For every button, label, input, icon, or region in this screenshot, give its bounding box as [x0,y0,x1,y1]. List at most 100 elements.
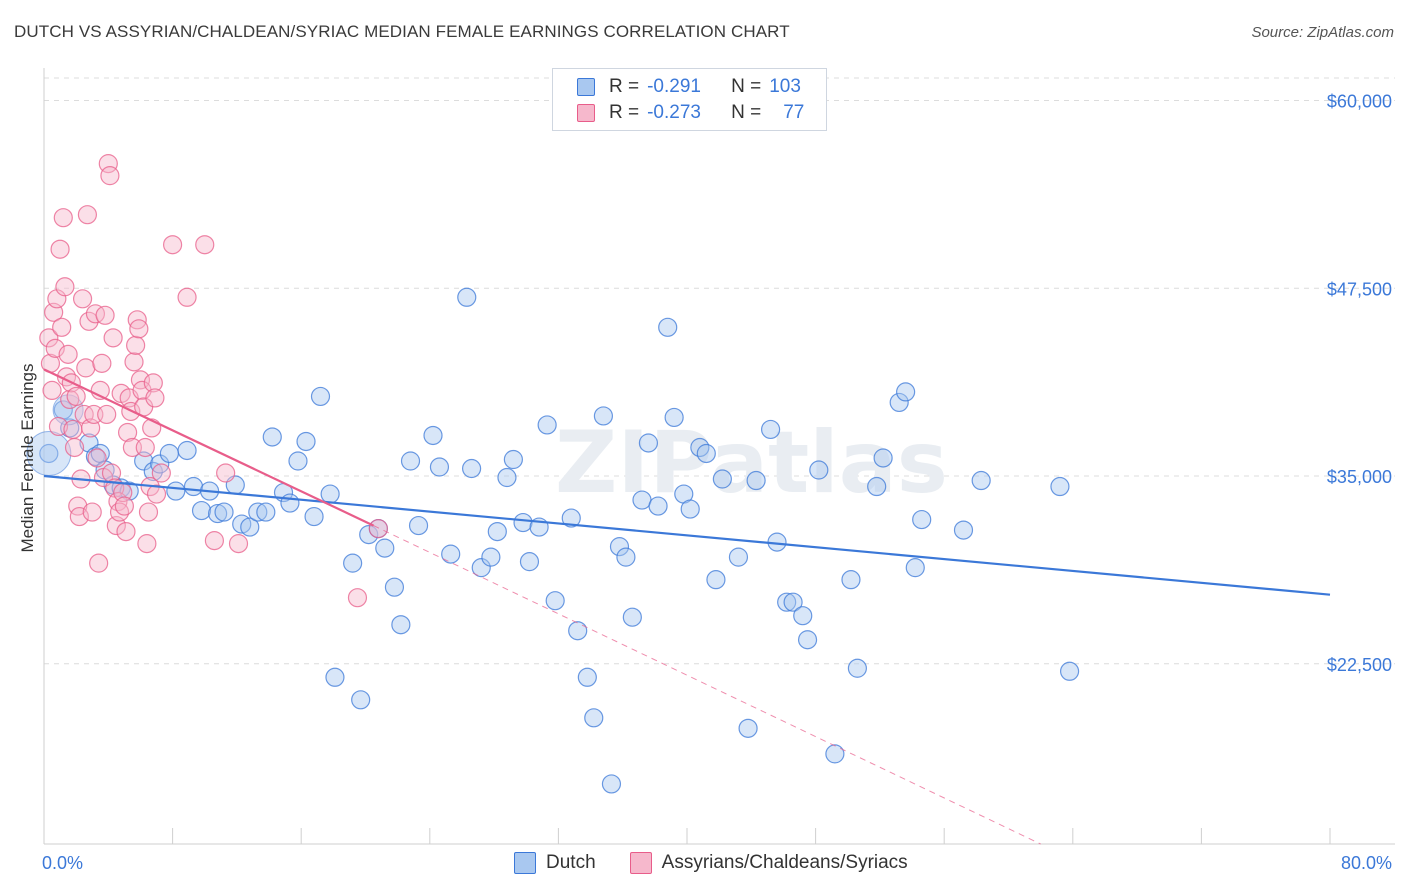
dutch-trend-line [43,474,1331,596]
dutch-point [746,470,766,491]
dutch-point [728,547,749,567]
assyrian-point [126,335,146,355]
dutch-points [26,287,1080,794]
dutch-point [400,451,421,471]
legend-row-dutch: R = -0.291 N = 103 [577,75,801,99]
series-legend-assyrian[interactable]: Assyrians/Chaldeans/Syriacs [629,852,908,874]
legend-swatch-dutch [577,78,595,96]
dutch-point [889,392,909,413]
dutch-point [568,621,588,641]
assyrian-trend-extension [373,525,1041,845]
legend-n-label: N = [731,102,762,123]
assyrian-point [72,289,93,309]
assyrian-point [368,518,388,539]
assyrian-point [151,463,171,483]
dutch-point [441,544,461,564]
correlation-legend: R = -0.291 N = 103 R = -0.273 N = 77 [552,68,827,131]
dutch-point [384,577,405,597]
dutch-point [296,431,316,452]
assyrian-point [92,353,112,373]
assyrian-point [77,205,98,225]
assyrian-point [42,380,62,401]
assyrian-point [64,437,85,458]
assyrian-point [89,553,109,573]
assyrian-point [87,448,107,468]
assyrian-point [58,344,78,364]
dutch-point [513,512,533,533]
series-legend-dutch[interactable]: Dutch [514,852,596,874]
dutch-point [797,630,818,650]
dutch-point [240,517,260,537]
dutch-point [351,690,371,710]
dutch-point [503,449,523,470]
assyrian-point [116,521,136,542]
assyrian-point [129,319,149,339]
dutch-point [809,460,829,480]
dutch-point [39,443,59,464]
dutch-point [143,461,163,482]
dutch-point [487,521,507,542]
dutch-point [256,502,276,522]
assyrian-point [103,328,123,348]
assyrian-point [117,422,138,443]
dutch-point [471,558,491,578]
assyrian-point [143,373,163,393]
x-tick-label: 0.0% [42,853,83,873]
dutch-point [664,407,684,428]
dutch-point [1059,661,1080,681]
dutch-point [601,774,622,794]
dutch-point [616,547,636,567]
trend-lines [43,368,1331,845]
dutch-point [622,607,642,627]
assyrian-point [52,317,72,337]
assyrian-point [163,235,183,255]
assyrian-point [85,304,106,324]
source-label: Source: ZipAtlas.com [1251,24,1394,41]
dutch-point [497,467,517,488]
assyrian-point [204,531,224,551]
assyrian-point [100,166,120,186]
dutch-point [423,425,443,446]
series-swatch-dutch [514,852,536,874]
dutch-point [248,502,268,522]
assyrian-point [135,437,155,458]
dutch-point [429,457,450,477]
dutch-point [375,538,395,558]
assyrian-point [146,484,167,504]
tick-labels: $22,500 $35,000 $47,500 $60,000 0.0% 80.0% Med… [18,92,1392,873]
assyrian-point [63,419,83,440]
assyrian-point [137,534,157,554]
legend-n-label: N = [731,76,762,97]
dutch-point [777,592,797,612]
dutch-point [593,406,614,426]
dutch-point [706,570,726,590]
dutch-point [280,493,300,513]
dutch-point [896,382,916,402]
dutch-point [166,481,186,501]
dutch-point [343,553,363,573]
y-tick-label: $35,000 [1327,467,1392,487]
dutch-point [408,515,429,536]
dutch-point [461,458,482,479]
dutch-point [262,427,282,447]
chart-title: DUTCH VS ASSYRIAN/CHALDEAN/SYRIAC MEDIAN… [14,22,790,41]
assyrian-point [138,502,159,522]
dutch-point [971,470,991,491]
dutch-point [912,509,932,530]
dutch-point [208,503,228,524]
dutch-point [632,490,652,510]
legend-n-value: 77 [783,102,805,123]
assyrian-point [97,404,117,425]
assyrian-point [124,352,144,372]
dutch-point [648,496,668,516]
dutch-point [584,708,604,728]
dutch-point [867,476,887,497]
dutch-point [783,592,803,612]
dutch-point [325,667,345,687]
legend-swatch-assyrian [577,104,595,122]
dutch-point [177,440,197,461]
assyrian-point [228,534,249,554]
dutch-point [680,499,700,519]
watermark: ZIPatlas [555,413,948,513]
